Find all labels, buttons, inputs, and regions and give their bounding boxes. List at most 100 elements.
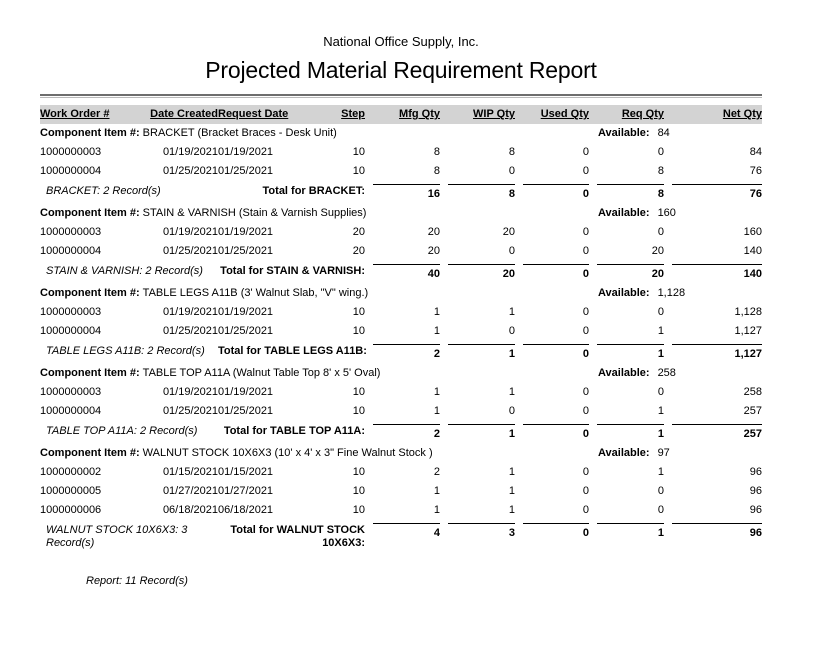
total-req-qty: 1 [589,341,664,364]
cell-net-qty: 1,128 [734,306,762,318]
cell-request-date: 01/25/2021 [218,165,274,177]
total-used-qty: 0 [515,520,589,553]
group-total-label: Total for STAIN & VARNISH: [218,261,365,284]
cell-used-qty: 0 [582,386,589,398]
cell-work-order: 1000000004 [40,245,102,257]
report-table-body: Component Item #: BRACKET (Bracket Brace… [40,124,762,553]
component-item-text: TABLE TOP A11A (Walnut Table Top 8' x 5'… [142,367,381,379]
cell-used-qty: 0 [582,306,589,318]
cell-used-qty: 0 [582,165,589,177]
cell-date-created: 01/25/2021 [162,165,218,177]
group-record-count: TABLE LEGS A11B: 2 Record(s) [46,345,205,357]
table-row: 1000000006 06/18/2021 06/18/2021 10 1 1 0 0 96 [40,501,762,520]
table-row: 1000000005 01/27/2021 01/27/2021 10 1 1 0 0 96 [40,482,762,501]
total-mfg-qty: 4 [365,520,440,553]
group-total-label: Total for WALNUT STOCK 10X6X3: [218,520,365,553]
component-item-label: Component Item #: [40,287,143,299]
group-record-count: STAIN & VARNISH: 2 Record(s) [46,265,203,277]
cell-date-created: 01/25/2021 [162,325,218,337]
cell-work-order: 1000000004 [40,405,102,417]
available-info: Available: 258 [598,367,676,380]
cell-req-qty: 0 [657,386,664,398]
column-header-used-qty: Used Qty [540,108,589,120]
table-header-row: Work Order # Date Created Request Date S… [40,105,762,124]
cell-used-qty: 0 [582,226,589,238]
group-record-count: BRACKET: 2 Record(s) [46,185,161,197]
cell-step: 10 [352,504,365,516]
cell-date-created: 01/19/2021 [162,146,218,158]
total-wip-qty: 1 [440,421,515,444]
table-row: 1000000004 01/25/2021 01/25/2021 20 20 0 0 20 14… [40,242,762,261]
cell-net-qty: 76 [749,165,762,177]
group-header-row: Component Item #: STAIN & VARNISH (Stain… [40,204,762,223]
cell-req-qty: 0 [657,485,664,497]
total-value: 0 [523,184,589,201]
column-header-req-qty: Req Qty [621,108,664,120]
cell-mfg-qty: 1 [433,386,440,398]
cell-used-qty: 0 [582,405,589,417]
cell-request-date: 01/27/2021 [218,485,274,497]
total-value: 96 [672,523,762,540]
component-item-text: BRACKET (Bracket Braces - Desk Unit) [142,127,337,139]
total-value: 0 [523,424,589,441]
component-item-text: TABLE LEGS A11B (3' Walnut Slab, "V" win… [142,287,369,299]
cell-req-qty: 0 [657,226,664,238]
total-req-qty: 1 [589,421,664,444]
group-total-row: TABLE LEGS A11B: 2 Record(s) Total for TA… [40,341,762,364]
cell-used-qty: 0 [582,466,589,478]
total-value: 0 [523,344,589,361]
cell-request-date: 01/19/2021 [218,386,274,398]
cell-net-qty: 258 [743,386,762,398]
available-value: 258 [657,367,676,379]
component-item-text: STAIN & VARNISH (Stain & Varnish Supplie… [142,207,367,219]
report-footer: Report: 11 Record(s) [86,575,188,587]
cell-step: 10 [352,386,365,398]
cell-date-created: 01/27/2021 [162,485,218,497]
total-value: 8 [597,184,664,201]
cell-used-qty: 0 [582,245,589,257]
cell-mfg-qty: 1 [433,306,440,318]
cell-req-qty: 8 [657,165,664,177]
cell-request-date: 01/25/2021 [218,325,274,337]
total-used-qty: 0 [515,421,589,444]
column-header-date-created: Date Created [150,108,218,120]
cell-date-created: 01/25/2021 [162,245,218,257]
total-value: 257 [672,424,762,441]
table-row: 1000000003 01/19/2021 01/19/2021 20 20 20 0 0 16… [40,223,762,242]
cell-work-order: 1000000003 [40,306,102,318]
total-value: 1 [597,424,664,441]
cell-used-qty: 0 [582,485,589,497]
column-header-net-qty: Net Qty [722,108,762,120]
column-header-work-order: Work Order # [40,108,110,120]
group-total-row: BRACKET: 2 Record(s) Total for BRACKET: 16… [40,181,762,204]
total-mfg-qty: 16 [365,181,440,204]
total-wip-qty: 1 [440,341,515,364]
total-value: 3 [448,523,515,540]
component-item-label: Component Item #: [40,447,143,459]
total-mfg-qty: 2 [365,421,440,444]
cell-wip-qty: 1 [508,386,515,398]
group-header: Component Item #: WALNUT STOCK 10X6X3 (1… [40,444,762,463]
cell-step: 10 [352,165,365,177]
cell-wip-qty: 0 [508,325,515,337]
cell-wip-qty: 8 [508,146,515,158]
column-header-mfg-qty: Mfg Qty [399,108,440,120]
table-row: 1000000002 01/15/2021 01/15/2021 10 2 1 0 1 96 [40,463,762,482]
total-value: 20 [448,264,515,281]
cell-work-order: 1000000004 [40,165,102,177]
available-label: Available: [598,127,650,139]
cell-mfg-qty: 1 [433,325,440,337]
cell-date-created: 01/25/2021 [162,405,218,417]
report-container: National Office Supply, Inc. Projected M… [40,34,762,587]
header-divider [40,94,762,98]
available-value: 84 [657,127,670,139]
cell-net-qty: 96 [749,485,762,497]
cell-date-created: 06/18/2021 [162,504,218,516]
cell-date-created: 01/19/2021 [162,306,218,318]
cell-req-qty: 0 [657,504,664,516]
group-total-label: Total for BRACKET: [218,181,365,204]
group-total-label-text: Total for STAIN & VARNISH: [220,265,365,277]
cell-net-qty: 140 [743,245,762,257]
table-row: 1000000004 01/25/2021 01/25/2021 10 8 0 0 8 76 [40,162,762,181]
cell-req-qty: 1 [657,405,664,417]
